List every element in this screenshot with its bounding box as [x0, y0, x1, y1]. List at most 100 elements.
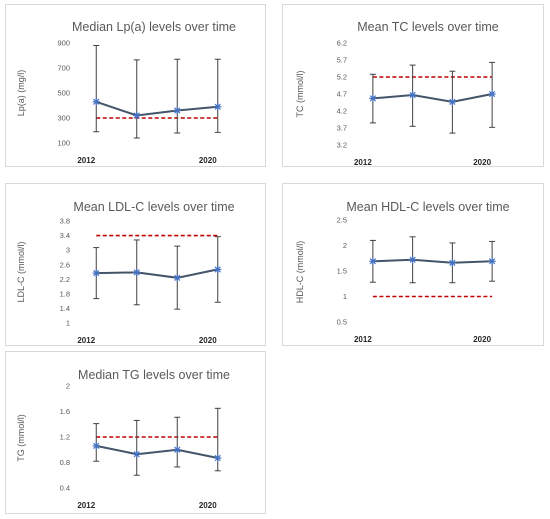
- marker-stroke: [93, 269, 100, 277]
- y-tick-label: 0.4: [60, 484, 70, 493]
- y-tick-label: 2.5: [337, 216, 347, 225]
- y-tick-label: 6.2: [337, 39, 347, 48]
- marker-stroke: [174, 446, 181, 453]
- chart-panel-tg: Median TG levels over time TG (mmol/l) 0…: [5, 351, 266, 514]
- data-point-marker: [488, 257, 496, 265]
- y-axis-label: LDL-C (mmol/l): [16, 241, 26, 302]
- chart-svg-ldlc: Mean LDL-C levels over time LDL-C (mmol/…: [16, 200, 235, 345]
- chart-title: Mean HDL-C levels over time: [346, 200, 509, 214]
- y-axis-label: TG (mmol/l): [16, 414, 26, 462]
- y-tick-label: 3.4: [60, 231, 70, 240]
- y-tick-label: 2: [343, 241, 347, 250]
- y-tick-label: 700: [57, 64, 70, 73]
- marker-stroke: [214, 266, 221, 273]
- y-tick-label: 1.2: [60, 433, 70, 442]
- chart-panel-tc: Mean TC levels over time TC (mmol/l) 3.2…: [282, 4, 544, 167]
- marker-stroke: [409, 256, 416, 263]
- series-line: [372, 93, 493, 103]
- y-tick-label: 1: [343, 292, 347, 301]
- marker-stroke: [449, 98, 456, 105]
- marker-stroke: [489, 258, 496, 265]
- x-tick-label: 2020: [199, 336, 217, 345]
- marker-stroke: [214, 454, 221, 462]
- data-point-marker: [92, 269, 100, 277]
- x-tick-label: 2012: [77, 336, 95, 345]
- y-tick-label: 500: [57, 89, 70, 98]
- x-tick-label: 2012: [77, 156, 95, 165]
- data-point-marker: [448, 98, 456, 106]
- x-tick-label: 2020: [473, 335, 491, 344]
- chart-panel-lpa: Median Lp(a) levels over time Lp(a) (mg/…: [5, 4, 266, 167]
- x-tick-label: 2012: [354, 158, 372, 167]
- y-tick-label: 900: [57, 39, 70, 48]
- chart-marks: 3.2 3.7 4.2 4.7 5.2 5.7 6.2 2012 2020: [337, 39, 496, 167]
- x-tick-label: 2012: [354, 335, 372, 344]
- chart-title: Mean LDL-C levels over time: [73, 200, 234, 214]
- series-line: [96, 444, 218, 459]
- chart-marks: 1 1.4 1.8 2.2 2.6 3 3.4 3.8 2012 2020: [60, 217, 222, 345]
- y-tick-label: 2: [66, 382, 70, 391]
- y-tick-label: 3.7: [337, 124, 347, 133]
- y-axis-label: Lp(a) (mg/l): [16, 70, 26, 117]
- marker-stroke: [409, 91, 416, 99]
- chart-marks: 0.5 1 1.5 2 2.5 2012 2020: [337, 216, 496, 344]
- y-tick-label: 3: [66, 246, 70, 255]
- y-tick-label: 3.8: [60, 217, 70, 226]
- chart-title: Mean TC levels over time: [357, 20, 499, 34]
- y-tick-label: 1.6: [60, 407, 70, 416]
- marker-stroke: [133, 269, 140, 276]
- y-axis-label: HDL-C (mmol/l): [295, 241, 305, 304]
- chart-marks: 100 300 500 700 900 2012 2020: [57, 39, 222, 165]
- marker-stroke: [214, 103, 221, 110]
- y-tick-label: 4.2: [337, 107, 347, 116]
- data-point-marker: [173, 274, 181, 282]
- y-tick-label: 2.2: [60, 275, 70, 284]
- y-tick-label: 5.2: [337, 73, 347, 82]
- marker-stroke: [489, 90, 496, 98]
- x-tick-label: 2020: [199, 501, 217, 510]
- data-point-marker: [173, 446, 181, 454]
- data-point-marker: [409, 91, 417, 99]
- y-tick-label: 0.5: [337, 318, 347, 327]
- y-tick-label: 300: [57, 114, 70, 123]
- data-point-marker: [214, 454, 222, 462]
- y-tick-label: 2.6: [60, 260, 70, 269]
- marker-stroke: [449, 259, 456, 266]
- data-point-marker: [369, 94, 377, 103]
- x-tick-label: 2020: [473, 158, 491, 167]
- y-tick-label: 100: [57, 139, 70, 148]
- y-tick-label: 4.7: [337, 90, 347, 99]
- chart-panel-hdlc: Mean HDL-C levels over time HDL-C (mmol/…: [282, 183, 544, 346]
- chart-panel-ldlc: Mean LDL-C levels over time LDL-C (mmol/…: [5, 183, 266, 346]
- data-point-marker: [173, 106, 181, 115]
- y-tick-label: 1.8: [60, 289, 70, 298]
- marker-stroke: [93, 98, 100, 105]
- chart-title: Median TG levels over time: [78, 368, 230, 382]
- data-point-marker: [92, 98, 100, 106]
- series-line: [96, 268, 219, 279]
- data-point-marker: [133, 111, 141, 120]
- y-tick-label: 5.7: [337, 56, 347, 65]
- data-point-marker: [214, 265, 222, 274]
- chart-svg-tc: Mean TC levels over time TC (mmol/l) 3.2…: [295, 20, 499, 167]
- marker-stroke: [133, 451, 140, 458]
- y-tick-label: 1: [66, 319, 70, 328]
- data-point-marker: [448, 259, 456, 267]
- data-point-marker: [488, 90, 496, 98]
- y-tick-label: 1.4: [60, 304, 70, 313]
- data-point-marker: [92, 442, 100, 450]
- x-tick-label: 2020: [199, 156, 217, 165]
- chart-svg-hdlc: Mean HDL-C levels over time HDL-C (mmol/…: [295, 200, 510, 344]
- x-tick-label: 2012: [77, 501, 95, 510]
- marker-stroke: [369, 258, 376, 265]
- marker-stroke: [174, 107, 181, 114]
- chart-marks: 0.4 0.8 1.2 1.6 2 2012 2020: [60, 382, 222, 510]
- series-line: [372, 258, 493, 264]
- marker-stroke: [369, 95, 376, 102]
- y-tick-label: 1.5: [337, 267, 347, 276]
- marker-stroke: [174, 274, 181, 281]
- data-point-marker: [409, 256, 417, 264]
- series-line: [95, 100, 218, 117]
- chart-svg-tg: Median TG levels over time TG (mmol/l) 0…: [16, 368, 230, 510]
- y-tick-label: 3.2: [337, 141, 347, 150]
